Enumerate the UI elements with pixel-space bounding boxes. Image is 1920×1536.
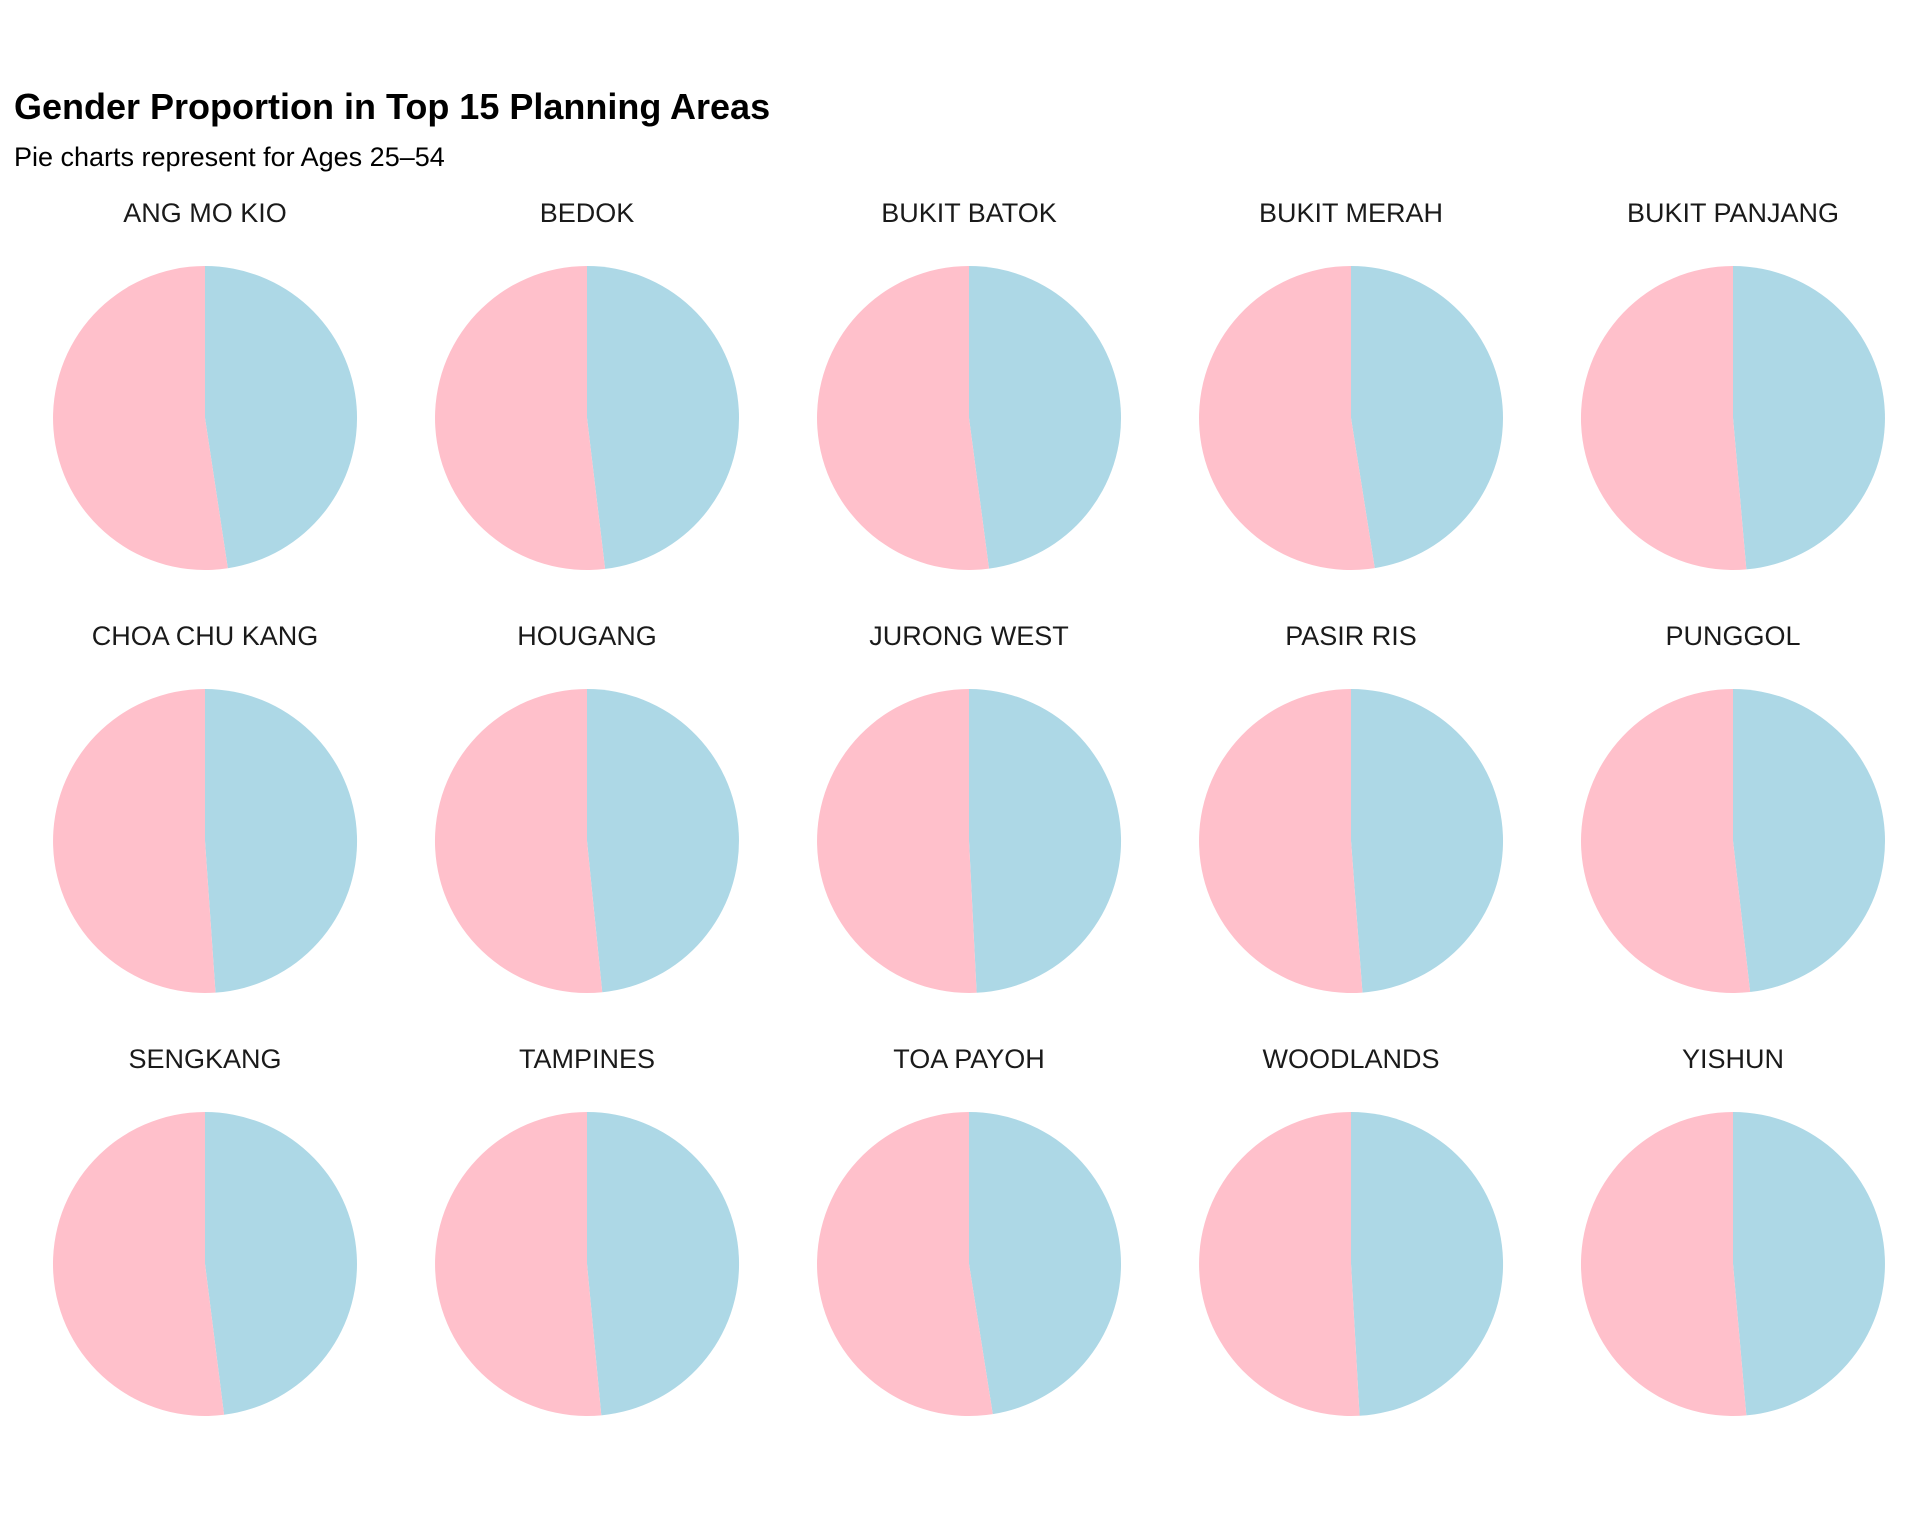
pie-panel-toa-payoh: TOA PAYOH (817, 1044, 1122, 1416)
pie-panel-bukit-merah: BUKIT MERAH (1199, 198, 1504, 571)
pie-slice-male-woodlands (1351, 1112, 1504, 1416)
pie-slice-female-hougang (434, 689, 603, 993)
pie-slice-female-woodlands (1199, 1112, 1360, 1416)
pie-slice-female-choa-chu-kang (53, 689, 216, 993)
pie-slice-female-pasir-ris (1199, 689, 1363, 993)
pie-panel-choa-chu-kang: CHOA CHU KANG (53, 621, 358, 993)
pie-panel-bukit-panjang: BUKIT PANJANG (1580, 198, 1885, 570)
pie-panel-tampines: TAMPINES (435, 1044, 740, 1416)
pie-panel-punggol: PUNGGOL (1581, 621, 1886, 993)
pie-label-choa-chu-kang: CHOA CHU KANG (92, 621, 319, 651)
pie-label-bukit-panjang: BUKIT PANJANG (1627, 198, 1839, 228)
pie-slice-male-toa-payoh (969, 1112, 1122, 1415)
pie-slice-male-hougang (587, 689, 739, 993)
pie-slice-male-ang-mo-kio (205, 266, 358, 569)
pie-slice-female-bedok (435, 266, 606, 570)
pie-panel-yishun: YISHUN (1580, 1044, 1885, 1417)
pie-label-punggol: PUNGGOL (1665, 621, 1800, 651)
pie-slice-female-bukit-merah (1199, 266, 1375, 571)
pie-label-bukit-merah: BUKIT MERAH (1259, 198, 1443, 228)
pie-slice-female-tampines (435, 1112, 602, 1416)
pie-slice-male-bukit-panjang (1733, 266, 1885, 570)
pie-slice-female-jurong-west (817, 689, 977, 993)
pie-label-yishun: YISHUN (1682, 1044, 1784, 1074)
pie-panel-bukit-batok: BUKIT BATOK (817, 198, 1122, 571)
pie-label-jurong-west: JURONG WEST (869, 621, 1069, 651)
pie-slice-male-bukit-merah (1351, 266, 1504, 569)
pie-label-sengkang: SENGKANG (128, 1044, 281, 1074)
pie-slice-male-yishun (1733, 1112, 1885, 1416)
pie-panel-bedok: BEDOK (435, 198, 740, 570)
pie-slice-female-ang-mo-kio (53, 266, 228, 570)
pie-panel-jurong-west: JURONG WEST (817, 621, 1122, 993)
pie-slice-female-bukit-batok (817, 266, 989, 571)
pie-slice-male-bedok (587, 266, 740, 569)
pie-label-woodlands: WOODLANDS (1262, 1044, 1439, 1074)
chart-subtitle: Pie charts represent for Ages 25–54 (14, 142, 445, 172)
pie-panel-sengkang: SENGKANG (52, 1044, 357, 1417)
pie-slice-male-punggol (1733, 689, 1886, 993)
pie-slice-male-pasir-ris (1351, 689, 1504, 993)
chart-title: Gender Proportion in Top 15 Planning Are… (14, 86, 771, 127)
pie-slice-female-sengkang (52, 1112, 225, 1417)
pie-label-bukit-batok: BUKIT BATOK (881, 198, 1057, 228)
pie-slice-male-jurong-west (969, 689, 1122, 993)
pie-slice-female-toa-payoh (817, 1112, 993, 1416)
pie-slice-male-choa-chu-kang (205, 689, 358, 993)
pie-label-pasir-ris: PASIR RIS (1285, 621, 1417, 651)
pie-panel-ang-mo-kio: ANG MO KIO (53, 198, 358, 570)
pie-label-hougang: HOUGANG (517, 621, 657, 651)
pie-panel-pasir-ris: PASIR RIS (1199, 621, 1504, 993)
pie-slice-female-bukit-panjang (1580, 266, 1747, 570)
pie-panel-hougang: HOUGANG (434, 621, 739, 993)
pie-label-bedok: BEDOK (540, 198, 635, 228)
pie-slice-male-sengkang (205, 1112, 357, 1415)
pie-panel-woodlands: WOODLANDS (1199, 1044, 1504, 1416)
pie-slice-female-punggol (1581, 689, 1751, 993)
pie-slice-male-tampines (587, 1112, 740, 1416)
pie-slice-male-bukit-batok (969, 266, 1122, 569)
pie-label-toa-payoh: TOA PAYOH (893, 1044, 1045, 1074)
pie-slice-female-yishun (1580, 1112, 1747, 1417)
pie-label-tampines: TAMPINES (519, 1044, 655, 1074)
pie-label-ang-mo-kio: ANG MO KIO (123, 198, 287, 228)
